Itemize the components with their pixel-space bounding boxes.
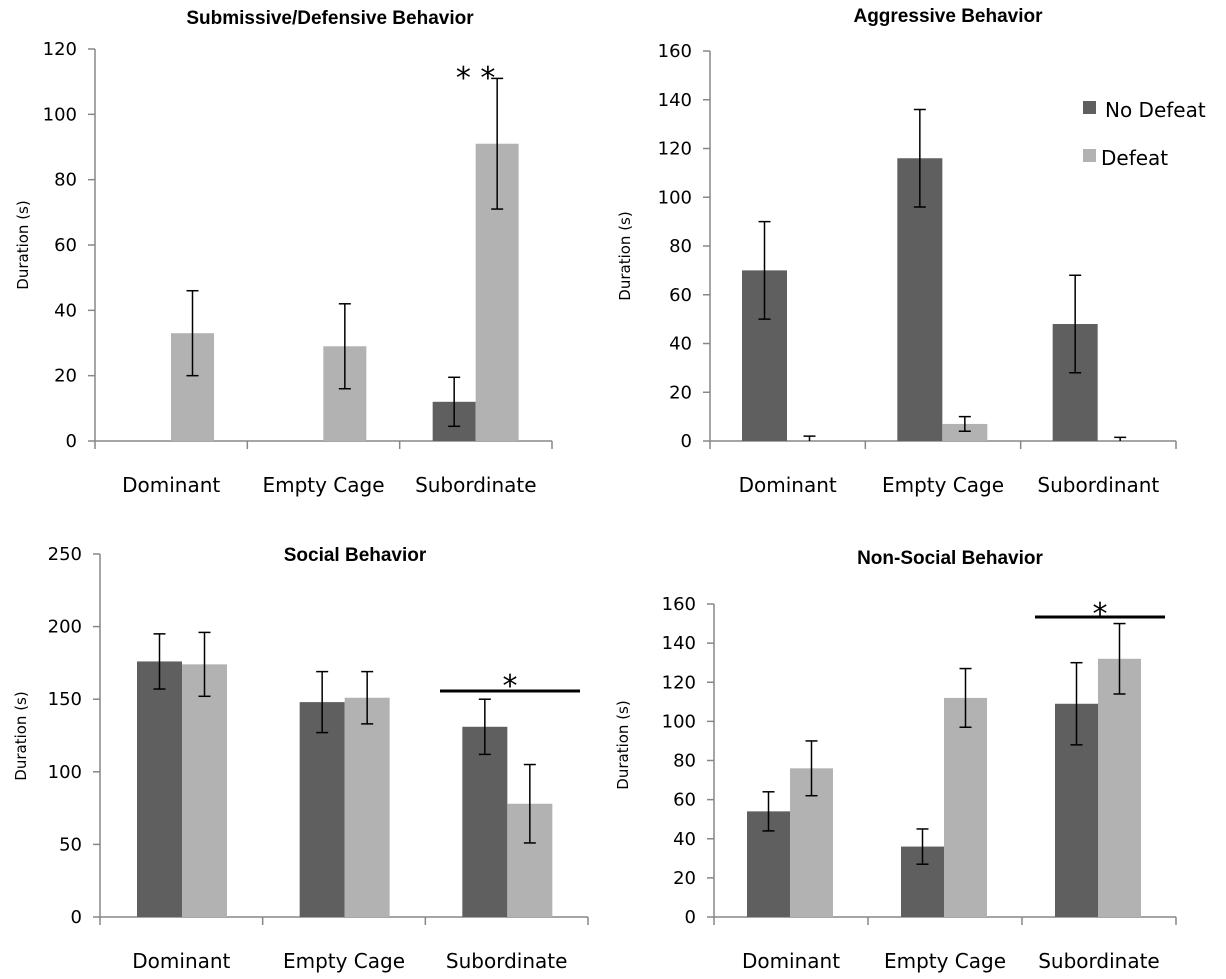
y-tick-label: 80: [673, 751, 696, 772]
y-tick-label: 0: [685, 907, 696, 928]
y-tick-label: 120: [43, 39, 77, 60]
bar: [300, 702, 345, 917]
y-tick-label: 20: [54, 366, 77, 387]
y-tick-label: 60: [673, 790, 696, 811]
bar: [1098, 659, 1141, 917]
chart-aggressive: Aggressive Behavior Duration (s) 0 20 40 60 80…: [616, 6, 1206, 497]
significance-marker: *: [1093, 597, 1108, 632]
category-label: Dominant: [132, 949, 230, 973]
bar: [182, 664, 227, 917]
y-tick-label: 150: [48, 689, 82, 710]
category-label: Empty Cage: [262, 473, 384, 497]
category-label: Dominant: [742, 949, 840, 973]
significance-marker: * *: [456, 61, 496, 96]
y-tick-label: 100: [658, 187, 692, 208]
legend-label: Defeat: [1101, 146, 1168, 170]
y-tick-label: 160: [662, 594, 696, 615]
chart-submissive-defensive: Submissive/Defensive Behavior Duration (s…: [14, 8, 552, 497]
y-tick-label: 60: [54, 235, 77, 256]
y-tick-label: 140: [658, 90, 692, 111]
y-tick-label: 250: [48, 544, 82, 565]
category-label: Empty Cage: [882, 473, 1004, 497]
chart-title: Non-Social Behavior: [857, 548, 1043, 569]
legend-label: No Defeat: [1105, 98, 1206, 122]
y-tick-label: 60: [669, 285, 692, 306]
y-tick-label: 140: [662, 633, 696, 654]
category-label: Subordinate: [1038, 949, 1160, 973]
chart-non-social: Non-Social Behavior Duration (s) 0 20 40 60 80…: [614, 548, 1176, 973]
y-tick-label: 200: [48, 617, 82, 638]
significance-marker: *: [503, 669, 518, 704]
y-tick-label: 40: [669, 334, 692, 355]
category-label: Subordinate: [446, 949, 568, 973]
chart-title: Aggressive Behavior: [853, 6, 1043, 27]
bar: [137, 661, 182, 917]
chart-title: Social Behavior: [284, 545, 427, 566]
y-axis-label: Duration (s): [616, 211, 634, 300]
y-tick-label: 50: [59, 834, 82, 855]
y-tick-label: 0: [66, 431, 77, 452]
category-label: Empty Cage: [283, 949, 405, 973]
category-label: Dominant: [122, 473, 220, 497]
y-tick-label: 40: [673, 829, 696, 850]
y-tick-label: 100: [662, 711, 696, 732]
chart-title: Submissive/Defensive Behavior: [186, 8, 474, 29]
bar: [944, 698, 987, 917]
y-tick-label: 80: [669, 236, 692, 257]
y-tick-label: 0: [71, 907, 82, 928]
y-tick-label: 20: [673, 868, 696, 889]
bar: [462, 727, 507, 917]
y-tick-label: 0: [681, 431, 692, 452]
y-tick-label: 160: [658, 41, 692, 62]
y-tick-label: 120: [662, 672, 696, 693]
y-tick-label: 40: [54, 300, 77, 321]
y-axis-label: Duration (s): [12, 691, 30, 780]
y-tick-label: 100: [48, 762, 82, 783]
y-tick-label: 80: [54, 170, 77, 191]
y-tick-label: 100: [43, 104, 77, 125]
bar: [345, 698, 390, 917]
y-tick-label: 20: [669, 382, 692, 403]
y-tick-label: 120: [658, 139, 692, 160]
y-axis-label: Duration (s): [14, 200, 32, 289]
category-label: Subordinant: [1037, 473, 1159, 497]
chart-social: Social Behavior Duration (s) 0 50 100 150 200 2…: [12, 544, 588, 973]
category-label: Dominant: [739, 473, 837, 497]
category-label: Subordinate: [415, 473, 537, 497]
y-axis-label: Duration (s): [614, 700, 632, 789]
legend-swatch: [1083, 101, 1096, 114]
legend-swatch: [1083, 149, 1096, 162]
category-label: Empty Cage: [884, 949, 1006, 973]
